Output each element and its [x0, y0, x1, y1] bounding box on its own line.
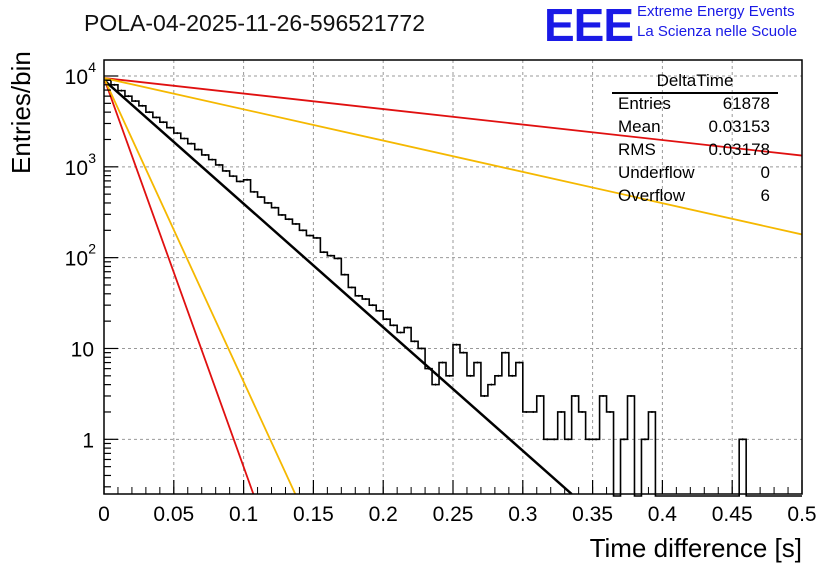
x-tick-label: 0.35 — [572, 503, 613, 526]
x-tick-label: 0.3 — [508, 503, 537, 526]
logo-line-1: Extreme Energy Events — [637, 3, 795, 20]
stats-row-rms: RMS 0.03178 — [612, 138, 778, 161]
stats-key: Entries — [618, 94, 671, 113]
x-tick-label: 0.2 — [369, 503, 398, 526]
x-tick-label: 0.15 — [293, 503, 334, 526]
stats-key: Mean — [618, 117, 661, 136]
stats-row-overflow: Overflow 6 — [612, 184, 778, 207]
stats-box-title: DeltaTime — [656, 71, 734, 90]
curve-bound-orange-fast — [104, 77, 297, 494]
stats-value: 61878 — [722, 94, 770, 113]
stats-box-rule — [612, 92, 778, 94]
stats-key: Overflow — [618, 186, 686, 205]
stats-key: Underflow — [618, 163, 695, 182]
x-tick-label: 0.45 — [712, 503, 753, 526]
y-tick-exponent: 4 — [88, 59, 96, 75]
stats-value: 0.03153 — [708, 117, 770, 136]
stats-value: 0 — [760, 163, 770, 182]
histogram-series — [104, 79, 802, 497]
curve-bound-orange-slow — [104, 77, 802, 236]
curve-bound-red-slow — [104, 77, 802, 157]
stats-box: DeltaTime Entries 61878 Mean 0.03153 RMS 0.03… — [612, 70, 778, 207]
curve-fit — [104, 79, 573, 494]
axis-ticks — [103, 75, 803, 494]
y-tick-label: 10 — [65, 66, 88, 89]
curve-bound-red-fast — [104, 77, 255, 494]
stats-row-mean: Mean 0.03153 — [612, 115, 778, 138]
stats-value: 0.03178 — [708, 140, 770, 159]
y-tick-exponent: 3 — [88, 150, 96, 166]
y-tick-label: 10 — [71, 338, 94, 361]
x-tick-label: 0.05 — [153, 503, 194, 526]
x-axis-label: Time difference [s] — [589, 533, 802, 563]
y-tick-label: 10 — [65, 248, 88, 271]
y-axis-label: Entries/bin — [6, 51, 36, 174]
y-tick-label: 1 — [82, 429, 94, 452]
x-tick-label: 0.1 — [229, 503, 258, 526]
axis-tick-labels: 0 0.05 0.1 0.15 0.2 0.25 0.3 0.35 0.4 0.45 0.5 1 10 1… — [65, 59, 817, 526]
x-tick-label: 0.4 — [648, 503, 678, 526]
x-tick-label: 0 — [98, 503, 110, 526]
stats-key: RMS — [618, 140, 656, 159]
stats-value: 6 — [760, 186, 770, 205]
x-tick-label: 0.5 — [787, 503, 816, 526]
histogram-outline — [104, 79, 802, 497]
eee-logo: EEE — [544, 0, 634, 51]
chart-title: POLA-04-2025-11-26-596521772 — [84, 10, 425, 36]
logo-line-2: La Scienza nelle Scuole — [637, 23, 798, 40]
y-tick-exponent: 2 — [88, 241, 96, 257]
y-tick-label: 10 — [65, 157, 88, 180]
stats-row-underflow: Underflow 0 — [612, 161, 778, 184]
fit-curves — [104, 77, 802, 494]
stats-row-entries: Entries 61878 — [612, 92, 778, 115]
x-tick-label: 0.25 — [433, 503, 474, 526]
